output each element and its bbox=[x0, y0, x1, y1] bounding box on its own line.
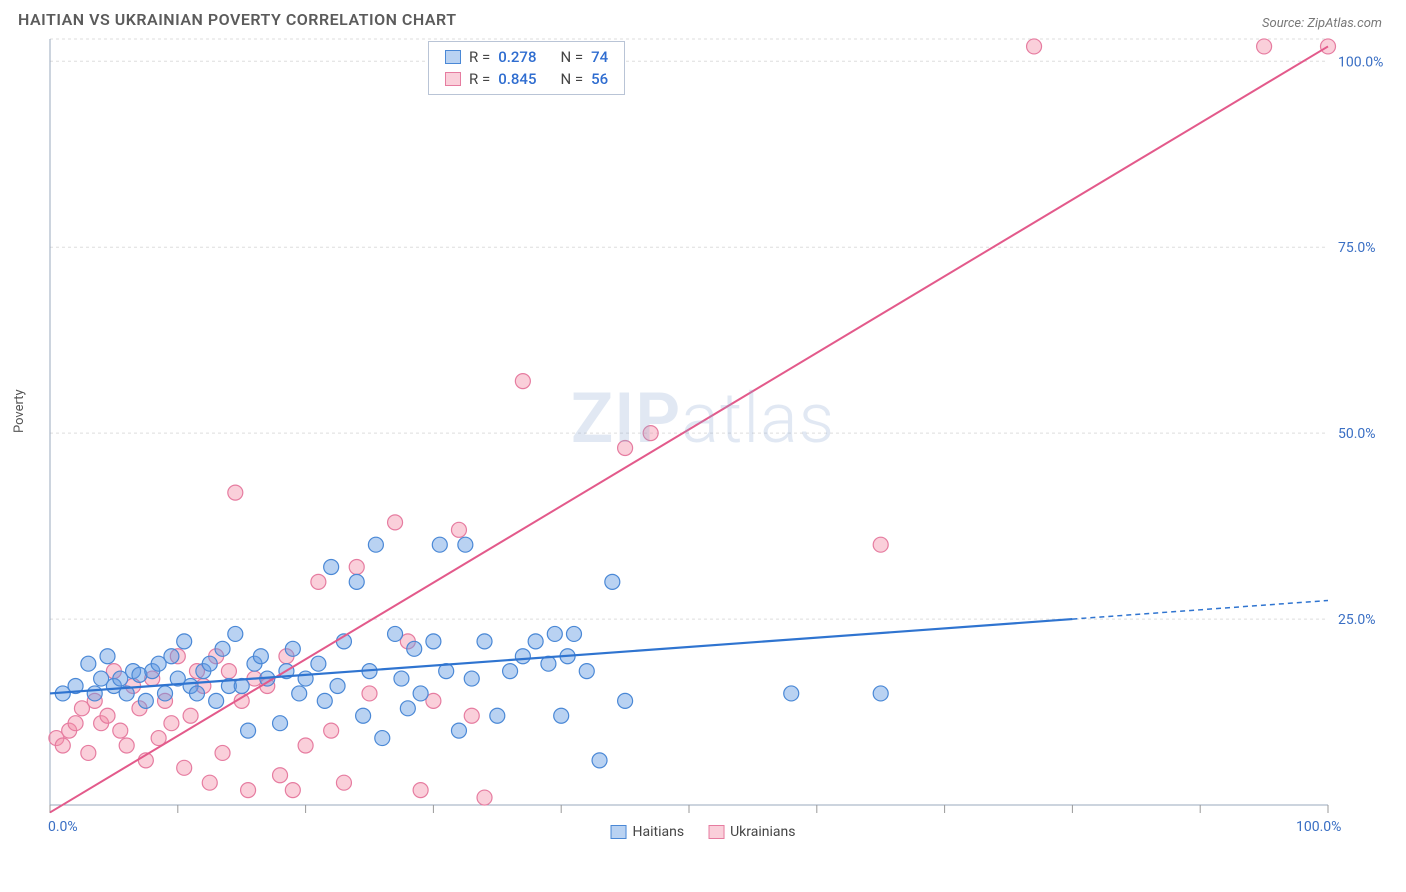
svg-text:100.0%: 100.0% bbox=[1338, 54, 1383, 70]
swatch-blue bbox=[611, 825, 627, 839]
stats-row-pink: R = 0.845 N = 56 bbox=[439, 68, 614, 90]
svg-text:100.0%: 100.0% bbox=[1296, 819, 1341, 835]
legend-item-haitians: Haitians bbox=[611, 824, 685, 840]
stats-row-blue: R = 0.278 N = 74 bbox=[439, 46, 614, 68]
swatch-pink bbox=[708, 825, 724, 839]
swatch-pink bbox=[445, 72, 461, 86]
svg-text:75.0%: 75.0% bbox=[1338, 240, 1376, 256]
series-legend: Haitians Ukrainians bbox=[611, 824, 796, 840]
chart-container: HAITIAN VS UKRAINIAN POVERTY CORRELATION… bbox=[0, 0, 1406, 892]
svg-text:0.0%: 0.0% bbox=[48, 819, 78, 835]
swatch-blue bbox=[445, 50, 461, 64]
source-attribution: Source: ZipAtlas.com bbox=[1262, 16, 1382, 31]
header: HAITIAN VS UKRAINIAN POVERTY CORRELATION… bbox=[18, 10, 1388, 31]
legend-item-ukrainians: Ukrainians bbox=[708, 824, 795, 840]
chart-area: Poverty 25.0%50.0%75.0%100.0%0.0%100.0% … bbox=[18, 35, 1388, 870]
chart-title: HAITIAN VS UKRAINIAN POVERTY CORRELATION… bbox=[18, 10, 457, 29]
correlation-stats-box: R = 0.278 N = 74 R = 0.845 N = 56 bbox=[428, 41, 625, 95]
y-axis-label: Poverty bbox=[12, 389, 27, 433]
svg-text:50.0%: 50.0% bbox=[1338, 426, 1376, 442]
svg-text:25.0%: 25.0% bbox=[1338, 612, 1376, 628]
scatter-chart: 25.0% 50.0% 75.0% 100.0% 0.0% 100.0% bbox=[18, 35, 1388, 870]
